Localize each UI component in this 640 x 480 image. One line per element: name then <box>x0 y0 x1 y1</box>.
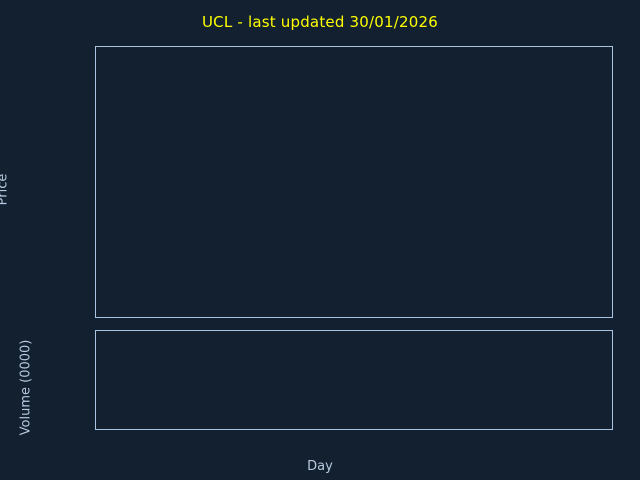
price-plot-area <box>96 47 612 317</box>
price-axis-title: Price <box>0 173 11 206</box>
x-axis-title: Day <box>307 459 333 474</box>
volume-plot-area <box>96 331 612 429</box>
volume-axis-title: Volume (0000) <box>18 339 34 436</box>
volume-plot-panel <box>95 330 613 430</box>
price-plot-panel <box>95 46 613 318</box>
chart-title: UCL - last updated 30/01/2026 <box>202 13 438 31</box>
